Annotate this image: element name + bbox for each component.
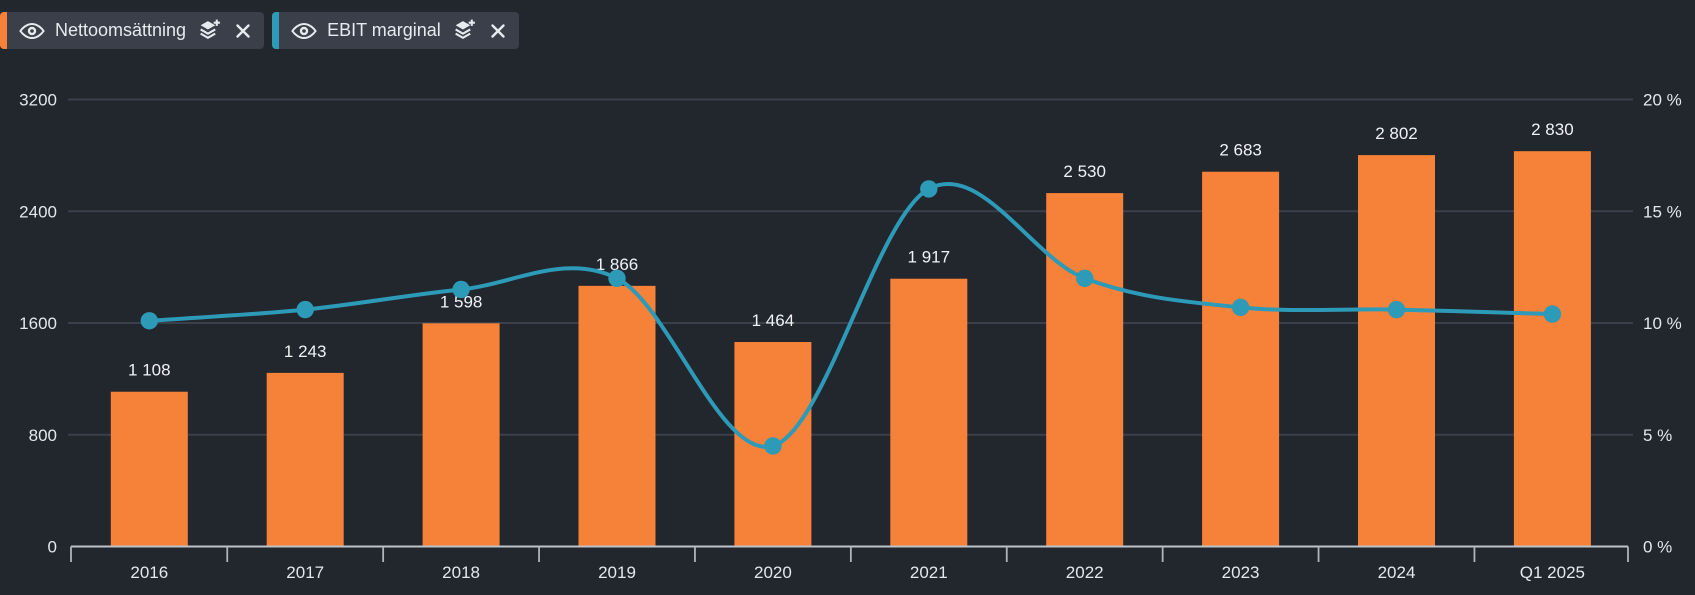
x-axis-label: 2018 [442,563,480,582]
bar-value-label: 2 530 [1063,162,1106,181]
bar-2022 [1046,193,1124,547]
ebit-margin-dot-2023 [1231,298,1250,317]
legend-chip-nettoomsattning[interactable]: Nettoomsättning [0,12,265,49]
x-axis-label: 2017 [286,563,324,582]
ebit-margin-dot-2019 [608,269,626,287]
y-axis-label-left: 3200 [19,91,57,110]
ebit-margin-dot-2017 [296,300,314,319]
y-axis-label-left: 1600 [19,314,57,333]
bar-Q1 2025 [1513,151,1591,547]
legend-label: Nettoomsättning [55,20,187,40]
x-axis-label: 2024 [1378,563,1416,582]
series-color-swatch-ebit-marginal [272,12,280,49]
bar-2021 [890,278,968,547]
y-axis-label-right: 10 % [1643,314,1682,333]
x-axis-label: 2016 [130,563,168,582]
ebit-margin-dot-2016 [140,312,158,330]
y-axis-label-left: 800 [29,426,57,445]
eye-icon[interactable] [19,22,45,40]
x-axis-label: 2019 [598,563,636,582]
bar-value-label: 1 243 [284,342,327,361]
bar-value-label: 2 683 [1219,141,1262,160]
ebit-margin-line [147,181,1555,449]
legend-label: EBIT marginal [327,20,441,40]
y-axis-label-left: 0 [48,538,57,557]
bar-value-label: 2 830 [1531,120,1574,139]
legend: Nettoomsättning EBIT marginal [0,12,519,49]
y-axis-label-right: 20 % [1643,91,1682,110]
ebit-margin-dot-2021 [920,180,938,198]
ebit-margin-dot-2022 [1076,269,1094,287]
x-axis-label: 2023 [1222,563,1260,582]
y-axis-label-right: 15 % [1643,202,1682,221]
bar-2017 [266,372,344,547]
close-icon[interactable] [490,23,506,39]
ebit-margin-dot-Q1 2025 [1543,305,1562,323]
bar-value-label: 1 108 [128,361,171,380]
x-axis-label: Q1 2025 [1520,563,1585,582]
bar-value-label: 1 598 [440,292,483,311]
ebit-margin-dot-2020 [764,437,782,455]
layers-plus-icon[interactable] [197,18,222,43]
bar-2019 [578,285,656,547]
bar-2023 [1202,171,1280,547]
series-color-swatch-nettoomsattning [0,12,7,49]
legend-chip-ebit-marginal[interactable]: EBIT marginal [272,12,519,49]
bar-value-label: 1 917 [908,248,951,267]
x-axis-label: 2020 [754,563,792,582]
bar-value-label: 1 464 [752,311,795,330]
ebit-margin-dot-2024 [1387,300,1406,319]
y-axis-label-right: 0 % [1643,538,1672,557]
bar-2018 [422,323,500,547]
close-icon[interactable] [235,23,251,39]
x-axis-label: 2021 [910,563,948,582]
y-axis-label-right: 5 % [1643,426,1672,445]
eye-icon[interactable] [291,22,317,40]
bar-2016 [110,391,188,547]
bar-2024 [1358,155,1435,547]
x-axis-label: 2022 [1066,563,1104,582]
bar-value-label: 2 802 [1375,124,1418,143]
layers-plus-icon[interactable] [452,18,477,43]
ebit-margin-dot-2018 [452,280,470,299]
y-axis-label-left: 2400 [19,202,57,221]
bar-value-label: 1 866 [596,255,639,274]
